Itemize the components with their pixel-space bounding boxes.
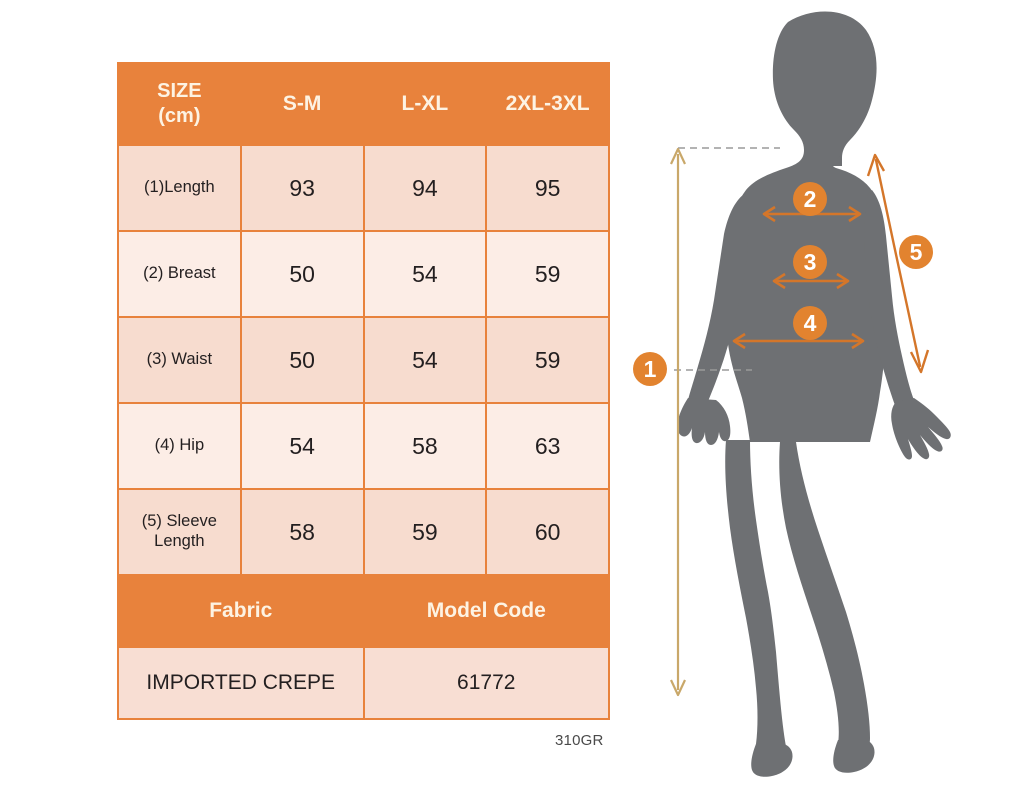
cell-sleeve-l-xl: 59 xyxy=(362,488,488,576)
model-weight-note: 310GR xyxy=(555,732,604,749)
header-unit-label: (cm) xyxy=(158,105,201,127)
cell-waist-s-m: 50 xyxy=(239,316,365,404)
size-chart-table: SIZE (cm) S-M L-XL 2XL-3XL (1)Length 93 … xyxy=(117,62,610,720)
table-row-hip: (4) Hip 54 58 63 xyxy=(117,402,610,490)
measure-badge-sleeve-length: 5 xyxy=(899,235,933,269)
measure-badge-hip: 4 xyxy=(793,306,827,340)
footer-value-model-code: 61772 xyxy=(362,646,610,720)
row-label-sleeve-length: (5) Sleeve Length xyxy=(117,488,242,576)
measure-badge-breast: 2 xyxy=(793,182,827,216)
cell-sleeve-2xl-3xl: 60 xyxy=(485,488,610,576)
measurement-figure-panel: 1 2 3 4 5 xyxy=(628,0,1024,787)
footer-value-fabric: IMPORTED CREPE xyxy=(117,646,365,720)
header-size-unit: SIZE (cm) xyxy=(117,62,242,146)
cell-hip-s-m: 54 xyxy=(239,402,365,490)
header-size-label: SIZE xyxy=(157,80,202,102)
header-col-l-xl: L-XL xyxy=(362,62,488,146)
cell-hip-l-xl: 58 xyxy=(362,402,488,490)
measure-badge-waist-label: 3 xyxy=(804,249,817,275)
cell-length-2xl-3xl: 95 xyxy=(485,144,610,232)
footer-header-model-code: Model Code xyxy=(362,574,610,648)
row-label-waist: (3) Waist xyxy=(117,316,242,404)
measure-badge-length: 1 xyxy=(633,352,667,386)
cell-breast-l-xl: 54 xyxy=(362,230,488,318)
measure-badge-breast-label: 2 xyxy=(804,186,817,212)
row-label-breast: (2) Breast xyxy=(117,230,242,318)
cell-waist-2xl-3xl: 59 xyxy=(485,316,610,404)
cell-hip-2xl-3xl: 63 xyxy=(485,402,610,490)
measure-arrow-waist xyxy=(772,272,850,290)
table-footer-header-row: Fabric Model Code xyxy=(117,574,610,648)
table-footer-value-row: IMPORTED CREPE 61772 xyxy=(117,646,610,720)
row-label-hip: (4) Hip xyxy=(117,402,242,490)
table-row-waist: (3) Waist 50 54 59 xyxy=(117,316,610,404)
female-silhouette-icon xyxy=(677,11,951,777)
table-row-sleeve-length: (5) Sleeve Length 58 59 60 xyxy=(117,488,610,576)
header-col-s-m: S-M xyxy=(239,62,365,146)
footer-header-fabric: Fabric xyxy=(117,574,365,648)
cell-breast-s-m: 50 xyxy=(239,230,365,318)
measure-badge-waist: 3 xyxy=(793,245,827,279)
table-header-row: SIZE (cm) S-M L-XL 2XL-3XL xyxy=(117,62,610,146)
measure-arrow-length xyxy=(670,147,686,697)
header-col-2xl-3xl: 2XL-3XL xyxy=(485,62,610,146)
measure-badge-sleeve-length-label: 5 xyxy=(910,239,923,265)
measure-badge-length-label: 1 xyxy=(644,356,657,382)
cell-length-s-m: 93 xyxy=(239,144,365,232)
row-label-length: (1)Length xyxy=(117,144,242,232)
cell-waist-l-xl: 54 xyxy=(362,316,488,404)
measure-arrow-sleeve-length xyxy=(866,153,930,374)
table-row-breast: (2) Breast 50 54 59 xyxy=(117,230,610,318)
measure-badge-hip-label: 4 xyxy=(804,310,817,336)
measure-arrow-hip xyxy=(732,332,865,350)
cell-breast-2xl-3xl: 59 xyxy=(485,230,610,318)
cell-sleeve-s-m: 58 xyxy=(239,488,365,576)
table-row-length: (1)Length 93 94 95 xyxy=(117,144,610,232)
cell-length-l-xl: 94 xyxy=(362,144,488,232)
